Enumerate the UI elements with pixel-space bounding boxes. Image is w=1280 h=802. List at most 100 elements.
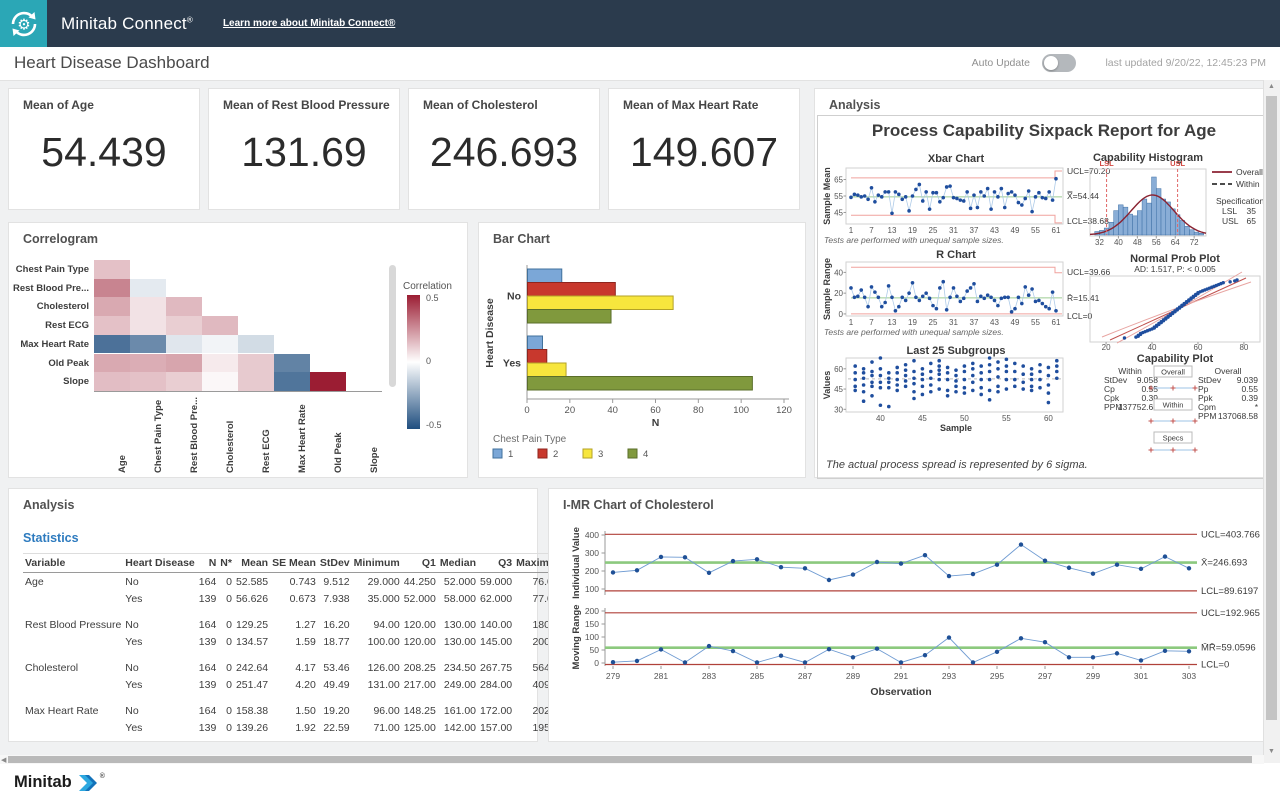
heatmap-cell[interactable] xyxy=(238,353,274,373)
sixpack-report-chart: Process Capability Sixpack Report for Ag… xyxy=(817,115,1265,479)
kpi-label: Mean of Age xyxy=(23,98,94,112)
minitab-connect-logo[interactable]: ⚙ xyxy=(0,0,47,47)
subgroup-point xyxy=(903,362,908,367)
heatmap-cell[interactable] xyxy=(130,297,166,317)
mr-point xyxy=(898,660,904,665)
heatmap-cell[interactable] xyxy=(202,372,238,391)
statistics-subtitle[interactable]: Statistics xyxy=(23,531,79,545)
capplot-stat-value: 0.55 xyxy=(1241,384,1258,394)
vertical-scrollbar-thumb[interactable] xyxy=(1266,96,1277,720)
subgroup-point xyxy=(1046,373,1051,378)
hist-overall-curve xyxy=(1089,194,1207,236)
capplot-stat-label: Cpk xyxy=(1104,393,1120,403)
legend-swatch xyxy=(627,448,638,459)
heatmap-cell[interactable] xyxy=(130,372,166,391)
heatmap-cell[interactable] xyxy=(310,372,346,391)
subgroup-point xyxy=(1029,388,1034,393)
i-point xyxy=(754,557,760,562)
stats-cell: 16.20 xyxy=(323,618,350,631)
mr-ytick-label: 100 xyxy=(585,632,599,642)
subgroup-point xyxy=(1055,376,1059,381)
heatmap-cell[interactable] xyxy=(166,334,202,354)
xbar-ytick: 45 xyxy=(834,208,843,217)
panel-scrollbar-thumb[interactable] xyxy=(389,265,396,387)
spec-value: 35 xyxy=(1247,206,1257,216)
subgroup-point xyxy=(1004,364,1009,368)
auto-update-toggle[interactable] xyxy=(1042,54,1076,72)
toggle-knob xyxy=(1044,56,1058,70)
heatmap-cell[interactable] xyxy=(238,334,274,354)
mr-point xyxy=(1090,655,1096,660)
xbar-point xyxy=(992,190,997,194)
heatmap-cell[interactable] xyxy=(130,334,166,354)
rchart-point xyxy=(992,298,997,303)
rchart-xtick: 49 xyxy=(1011,318,1020,327)
mr-ytick-label: 50 xyxy=(590,645,600,655)
horizontal-scrollbar[interactable]: ◀ xyxy=(0,755,1264,764)
horizontal-scrollbar-thumb[interactable] xyxy=(8,756,1252,763)
stats-cell: 148.25 xyxy=(403,704,436,717)
heatmap-cell[interactable] xyxy=(94,260,130,279)
rchart-point xyxy=(1037,298,1041,303)
subgroup-point xyxy=(937,377,941,382)
i-point xyxy=(1138,566,1144,572)
heatmap-cell[interactable] xyxy=(274,372,310,391)
xbar-xtick: 1 xyxy=(849,226,854,235)
table-row: Yes 139 0 139.26 1.92 22.59 71.00 125.00 142.00 1… xyxy=(23,719,567,736)
stats-cell: 1.92 xyxy=(295,721,316,734)
heatmap-cell[interactable] xyxy=(166,297,202,317)
stats-cell: Max Heart Rate xyxy=(25,704,99,717)
vertical-scrollbar[interactable]: ▲ ▼ xyxy=(1263,80,1280,763)
xbar-point xyxy=(999,186,1004,191)
kpi-label: Mean of Max Heart Rate xyxy=(623,98,759,112)
xbar-point xyxy=(965,190,969,194)
obs-tick-label: 299 xyxy=(1086,671,1100,681)
heatmap-cell[interactable] xyxy=(238,372,274,391)
xbar-point xyxy=(985,186,990,191)
mr-point xyxy=(994,649,1000,655)
heatmap-cell[interactable] xyxy=(94,316,130,335)
heatmap-cell[interactable] xyxy=(166,316,202,335)
capplot-title: Capability Plot xyxy=(1137,353,1214,365)
i-point xyxy=(1090,571,1096,576)
capplot-stat-value: 0.55 xyxy=(1141,384,1158,394)
rchart-point xyxy=(900,295,905,300)
rchart-point xyxy=(1030,287,1034,291)
probplot-box xyxy=(1089,275,1261,343)
heatmap-cell[interactable] xyxy=(202,316,238,335)
heatmap-cell[interactable] xyxy=(94,353,130,373)
heatmap-cell[interactable] xyxy=(166,372,202,391)
subgroup-point xyxy=(912,389,916,394)
probplot-point xyxy=(1235,278,1239,282)
hist-plot-box xyxy=(1089,168,1207,237)
scroll-up-icon[interactable]: ▲ xyxy=(1268,83,1275,90)
heatmap-cell[interactable] xyxy=(130,353,166,373)
heatmap-cell[interactable] xyxy=(202,353,238,373)
heatmap-cell[interactable] xyxy=(94,372,130,391)
hist-xtick: 72 xyxy=(1190,238,1199,247)
stats-header: Minimum xyxy=(351,553,402,573)
x-tick-label: 120 xyxy=(776,405,792,416)
rchart-point xyxy=(985,293,990,298)
xbar-xtick: 43 xyxy=(990,226,999,235)
hist-bar xyxy=(1113,210,1119,236)
heatmap-cell[interactable] xyxy=(94,278,130,298)
heatmap-cell[interactable] xyxy=(130,278,166,298)
probplot-xtick: 60 xyxy=(1194,343,1203,352)
table-row: Yes 139 0 56.626 0.673 7.938 35.000 52.000 58.00… xyxy=(23,590,567,607)
scroll-left-icon[interactable]: ◀ xyxy=(1,757,7,764)
rchart-plot-box xyxy=(845,261,1064,317)
x-tick-label: 40 xyxy=(607,405,618,416)
scroll-down-icon[interactable]: ▼ xyxy=(1268,748,1275,755)
heatmap-cell[interactable] xyxy=(202,334,238,354)
heatmap-cell[interactable] xyxy=(166,353,202,373)
rchart-point xyxy=(893,309,898,313)
heatmap-cell[interactable] xyxy=(94,297,130,317)
rchart-point xyxy=(1050,290,1055,294)
heatmap-cell[interactable] xyxy=(274,353,310,373)
capplot-stat-value: * xyxy=(1255,402,1259,412)
heatmap-cell[interactable] xyxy=(94,334,130,354)
learn-more-link[interactable]: Learn more about Minitab Connect® xyxy=(222,18,396,29)
table-row: Max Heart Rate No 164 0 158.38 1.50 19.20 96.00… xyxy=(23,702,567,719)
heatmap-cell[interactable] xyxy=(130,316,166,335)
